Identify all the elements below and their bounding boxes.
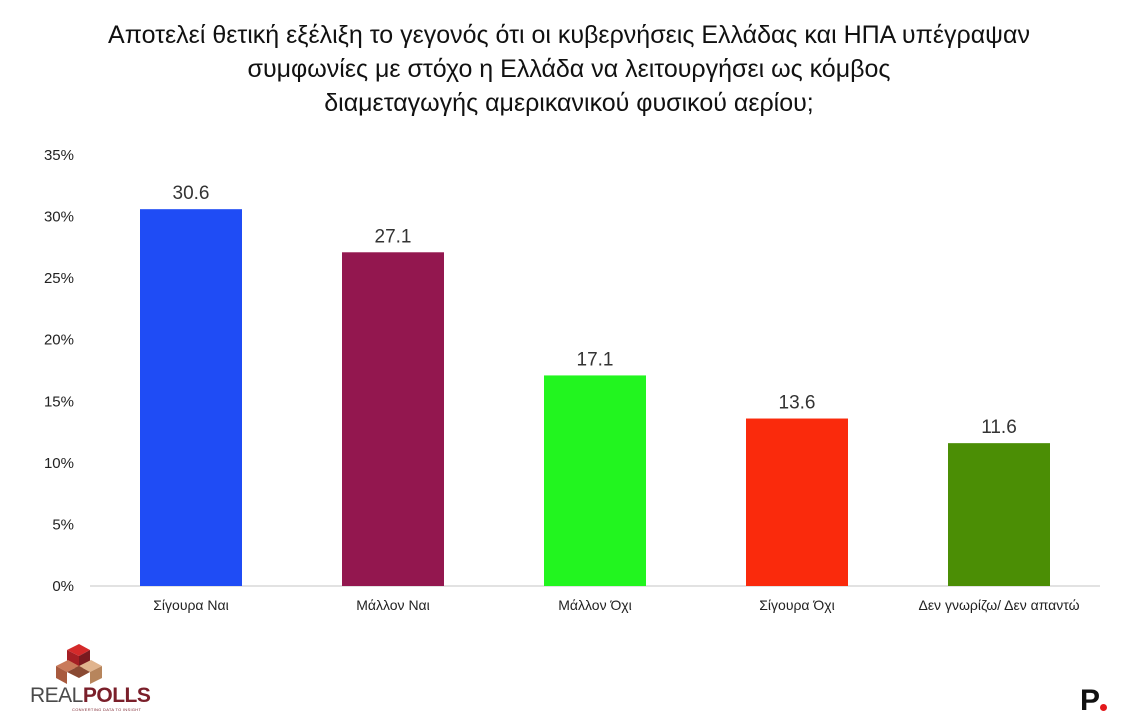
bar <box>948 443 1050 586</box>
bar <box>746 418 848 586</box>
chart-title-line-2: συμφωνίες με στόχο η Ελλάδα να λειτουργή… <box>247 55 891 83</box>
publisher-dot-icon <box>1100 704 1107 711</box>
y-tick-label: 15% <box>44 393 74 410</box>
realpolls-logo-icon <box>56 644 102 684</box>
y-tick-label: 35% <box>44 147 74 164</box>
y-tick-label: 30% <box>44 209 74 226</box>
x-tick-label: Δεν γνωρίζω/ Δεν απαντώ <box>918 597 1079 613</box>
logo-prefix: REAL <box>30 684 83 707</box>
data-label: 17.1 <box>577 349 614 370</box>
logo-tagline: CONVERTING DATA TO INSIGHT <box>72 707 142 712</box>
data-label: 27.1 <box>375 226 412 247</box>
x-tick-label: Μάλλον Όχι <box>558 597 632 613</box>
x-tick-label: Μάλλον Ναι <box>356 597 430 613</box>
bar <box>544 375 646 586</box>
y-tick-label: 25% <box>44 270 74 287</box>
bar <box>140 209 242 586</box>
chart-title-line-1: Αποτελεί θετική εξέλιξη το γεγονός ότι ο… <box>108 21 1030 49</box>
data-label: 11.6 <box>981 417 1017 438</box>
realpolls-wordmark: REALPOLLS <box>30 684 151 708</box>
y-tick-label: 10% <box>44 455 74 472</box>
y-tick-label: 20% <box>44 332 74 349</box>
publisher-mark: P <box>1080 684 1101 717</box>
chart-title: Αποτελεί θετική εξέλιξη το γεγονός ότι ο… <box>0 18 1138 120</box>
data-label: 30.6 <box>173 183 210 204</box>
y-tick-label: 5% <box>52 516 74 533</box>
chart-title-line-3: διαμεταγωγής αμερικανικού φυσικού αερίου… <box>324 89 814 117</box>
data-label: 13.6 <box>779 393 816 414</box>
y-tick-label: 0% <box>52 578 74 595</box>
x-tick-label: Σίγουρα Όχι <box>759 597 834 613</box>
x-tick-label: Σίγουρα Ναι <box>153 597 228 613</box>
logo-suffix: POLLS <box>82 684 151 707</box>
bar <box>342 252 444 587</box>
